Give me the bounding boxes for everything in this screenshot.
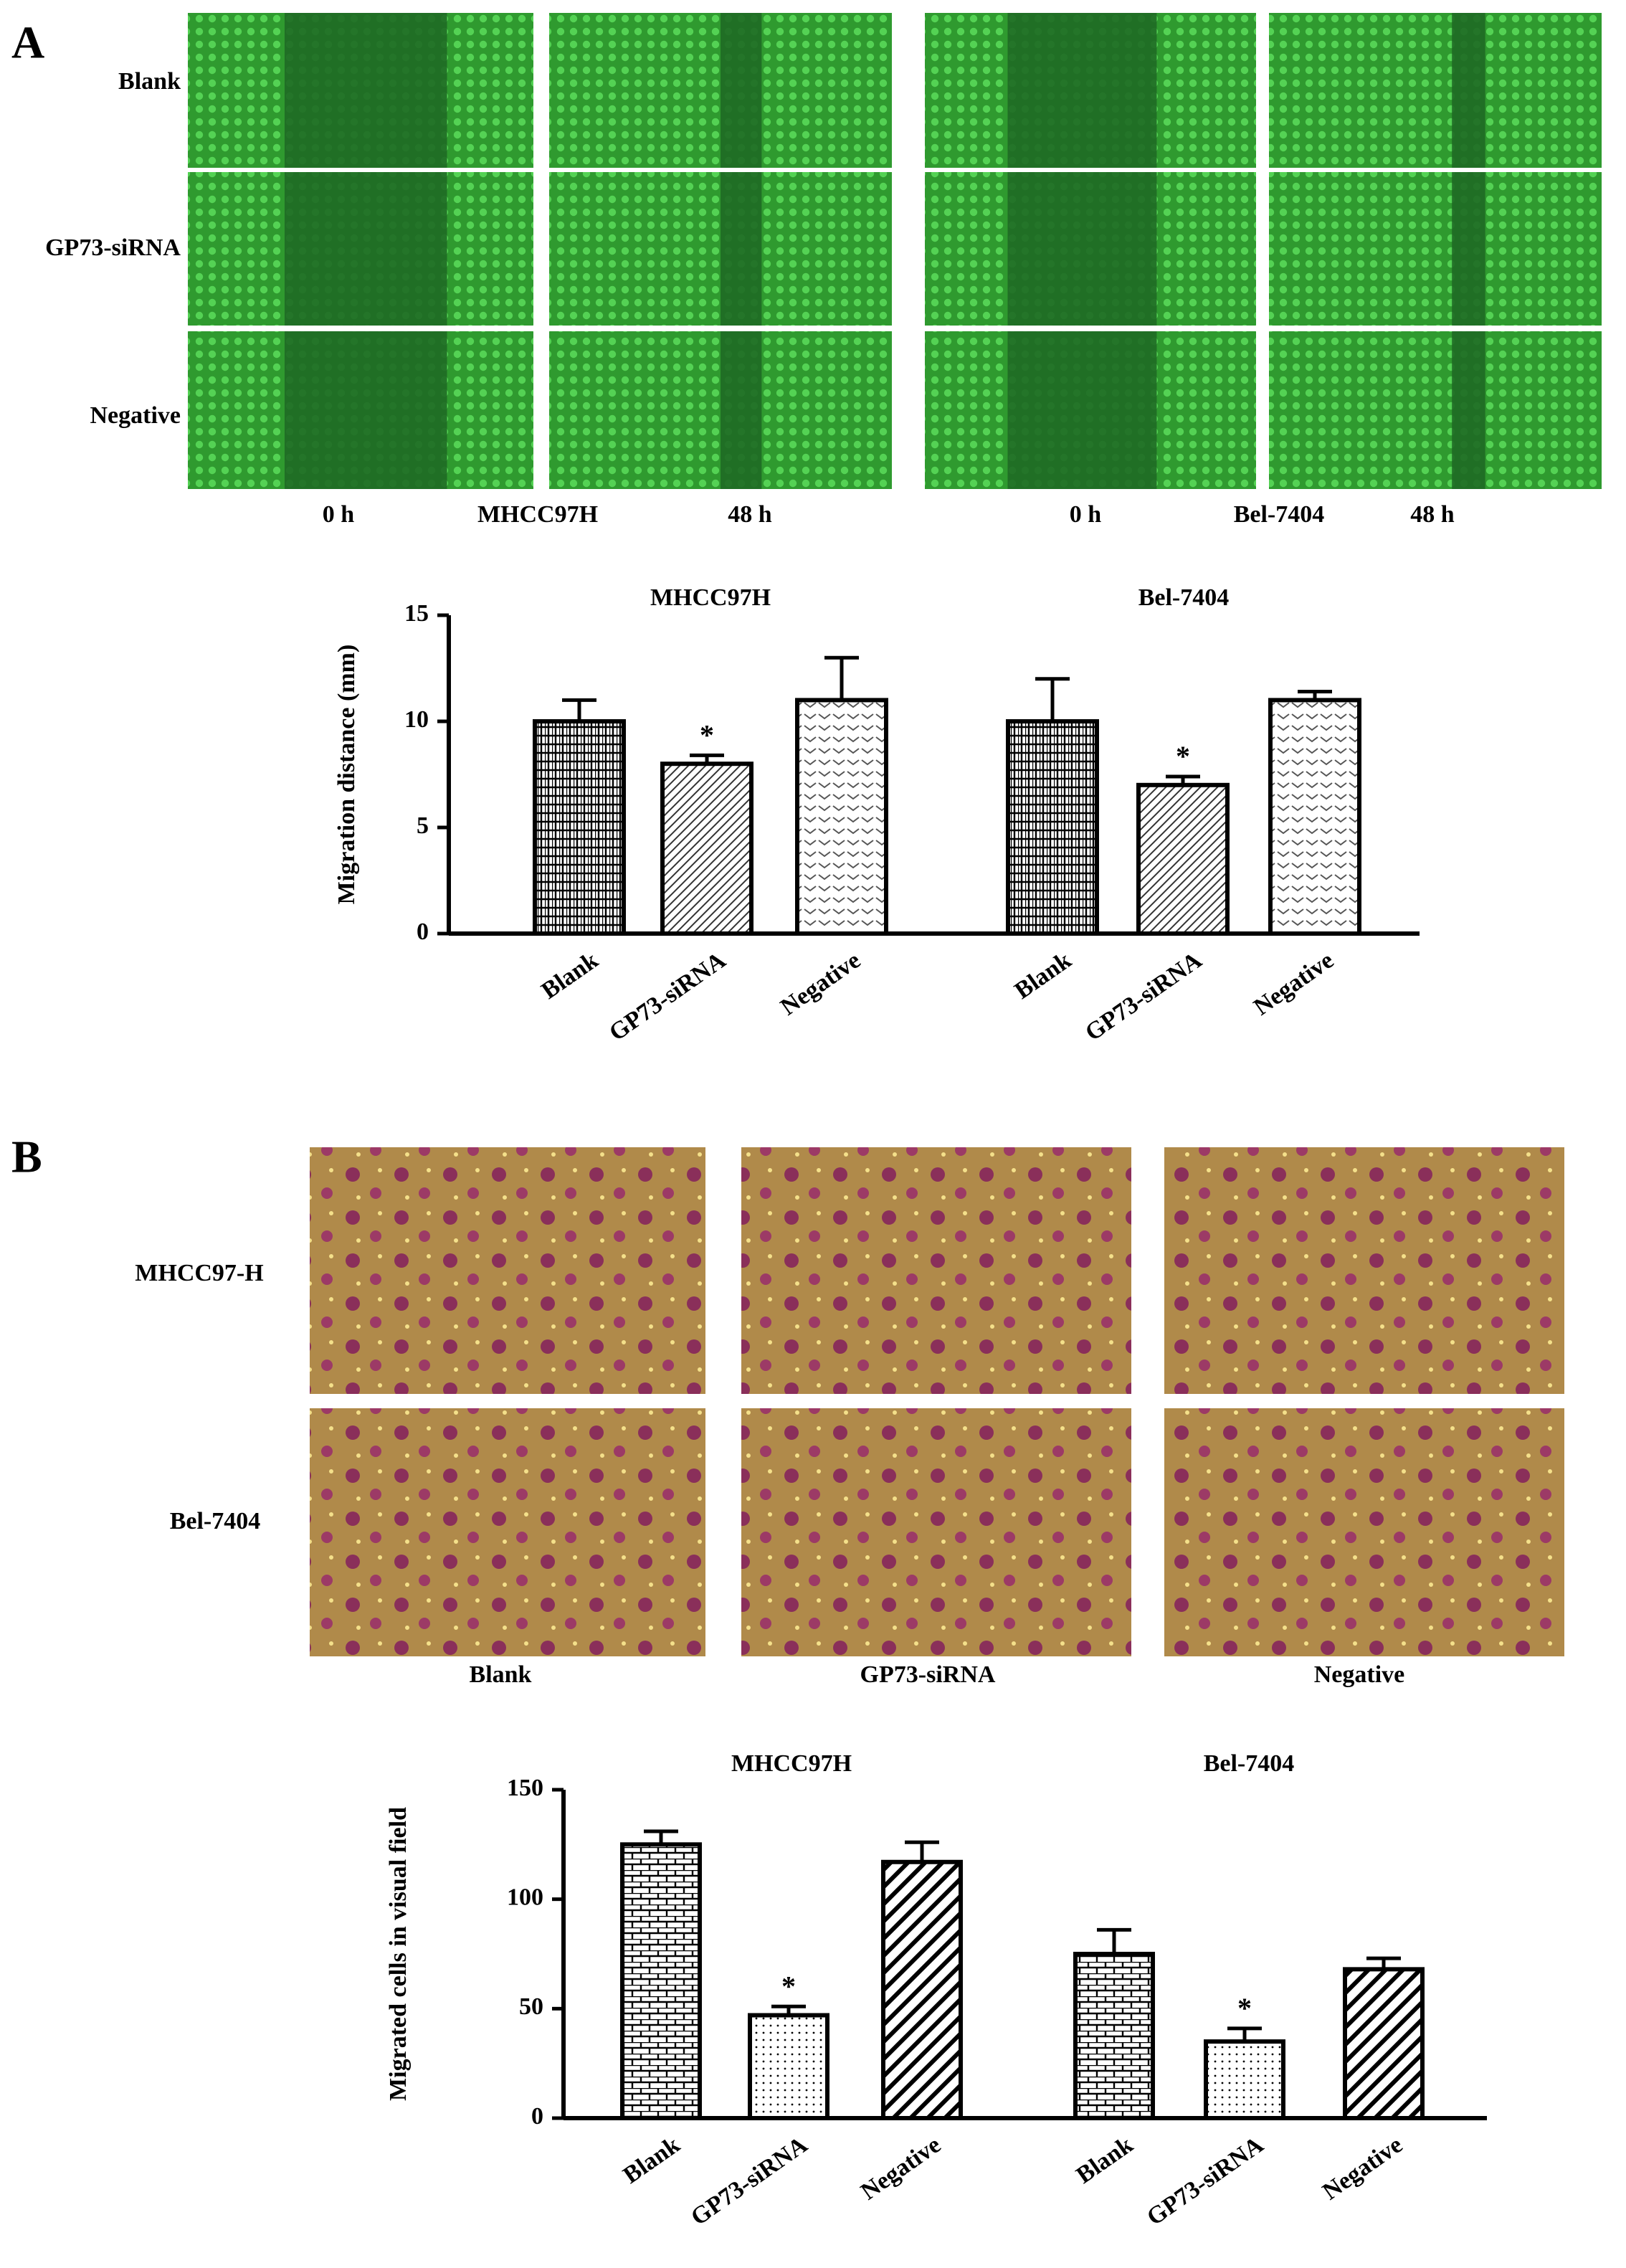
significance-marker: * [700, 719, 714, 751]
bar [533, 719, 626, 936]
x-tick-label: Negative [776, 947, 865, 1021]
bar [1204, 2039, 1285, 2120]
y-axis-label: Migration distance (mm) [333, 645, 360, 905]
bar [881, 1859, 963, 2120]
photo [310, 1408, 705, 1656]
x-tick-label: GP73-siRNA [1080, 946, 1207, 1046]
bar [1006, 719, 1099, 936]
scratch [284, 172, 447, 326]
x-tick-label: Negative [1249, 947, 1339, 1021]
row-label: Bel-7404 [170, 1508, 261, 1534]
scratch [284, 331, 447, 489]
row-label: GP73-siRNA [45, 234, 181, 261]
y-tick-label: 15 [404, 600, 429, 627]
significance-marker: * [1176, 740, 1190, 772]
column-label: 48 h [728, 501, 772, 528]
x-tick-label: Negative [856, 2132, 946, 2206]
scratch [1007, 331, 1157, 489]
y-tick-label: 50 [519, 1993, 543, 2020]
row-label: Negative [90, 402, 181, 429]
scratch [721, 331, 762, 489]
x-tick-label: Blank [619, 2132, 685, 2189]
bar [1268, 698, 1361, 936]
column-label: Blank [470, 1661, 532, 1688]
y-tick-label: 150 [507, 1775, 543, 1801]
x-tick-label: GP73-siRNA [604, 946, 731, 1046]
y-tick-label: 0 [417, 919, 429, 945]
photo [1269, 331, 1602, 489]
group-label: Bel-7404 [1138, 584, 1230, 611]
bar [1343, 1967, 1425, 2120]
x-tick-label: Blank [537, 947, 604, 1005]
column-label: GP73-siRNA [860, 1661, 996, 1688]
significance-marker: * [781, 1970, 796, 2002]
panel-label: A [11, 17, 44, 68]
photo [310, 1147, 705, 1394]
bar [1073, 1952, 1155, 2120]
photo [741, 1147, 1131, 1394]
y-tick-label: 100 [507, 1884, 543, 1910]
group-label: Bel-7404 [1204, 1750, 1295, 1777]
column-label: Negative [1314, 1661, 1405, 1688]
scratch [1452, 331, 1485, 489]
scratch [1007, 172, 1157, 326]
y-axis-label: Migrated cells in visual field [385, 1807, 412, 2101]
photo [741, 1408, 1131, 1656]
bar [620, 1842, 702, 2120]
photo [1269, 172, 1602, 326]
scratch [1452, 13, 1485, 168]
column-label: 0 h [323, 501, 355, 528]
x-tick-label: Blank [1010, 947, 1077, 1005]
bar [748, 2013, 829, 2121]
column-label: MHCC97H [477, 501, 598, 528]
bar [795, 698, 888, 936]
photo [1269, 13, 1602, 168]
x-tick-label: Blank [1072, 2132, 1138, 2189]
x-tick-label: Negative [1318, 2132, 1407, 2206]
column-label: 48 h [1410, 501, 1455, 528]
row-label: Blank [118, 68, 181, 95]
scratch [1452, 172, 1485, 326]
photo [1164, 1408, 1564, 1656]
group-label: MHCC97H [731, 1750, 852, 1777]
bar [1136, 782, 1230, 936]
scratch [721, 172, 762, 326]
scratch [721, 13, 762, 168]
panel-label: B [11, 1131, 42, 1182]
scratch [284, 13, 447, 168]
group-label: MHCC97H [650, 584, 771, 611]
significance-marker: * [1237, 1992, 1252, 2024]
photo [1164, 1147, 1564, 1394]
y-tick-label: 0 [531, 2103, 543, 2130]
x-tick-label: GP73-siRNA [686, 2131, 812, 2231]
row-label: MHCC97-H [135, 1260, 263, 1286]
bar [660, 761, 753, 936]
y-tick-label: 5 [417, 812, 429, 839]
y-tick-label: 10 [404, 706, 429, 733]
column-label: Bel-7404 [1234, 501, 1325, 528]
scratch [1007, 13, 1157, 168]
x-tick-label: GP73-siRNA [1142, 2131, 1268, 2231]
column-label: 0 h [1070, 501, 1102, 528]
